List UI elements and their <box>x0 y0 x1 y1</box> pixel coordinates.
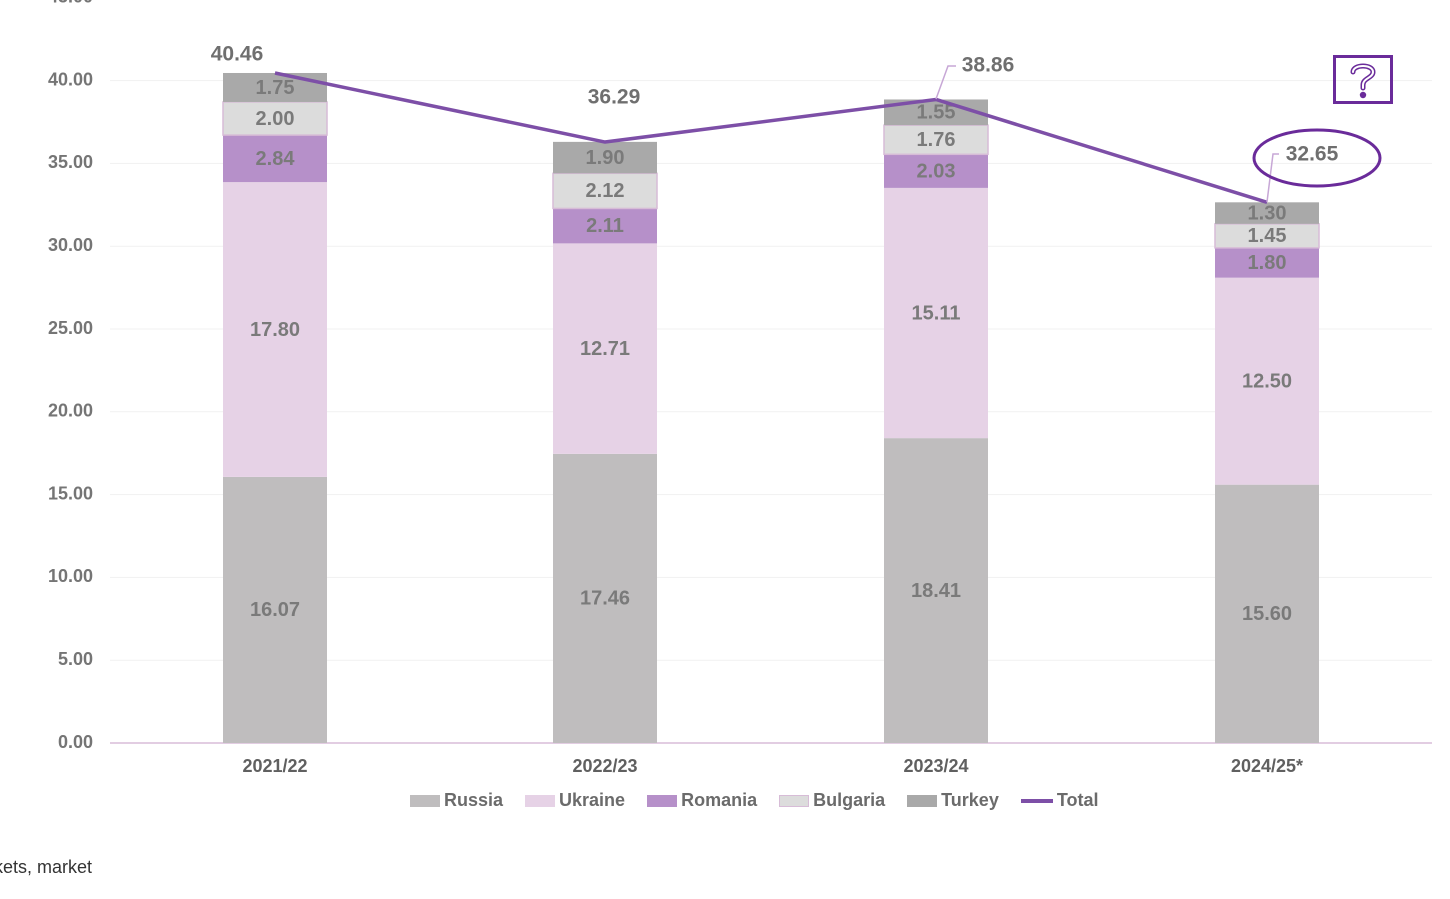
total-label: 32.65 <box>1286 143 1339 166</box>
segment-label-ukraine: 12.50 <box>1242 370 1292 392</box>
legend-item-ukraine: Ukraine <box>525 790 625 811</box>
bar-segment-romania <box>553 208 657 244</box>
legend-swatch-ukraine <box>525 794 556 807</box>
total-line <box>274 71 1268 204</box>
y-tick-label: 45.00 <box>48 0 93 7</box>
bar-segment-bulgaria <box>552 172 658 210</box>
help-button[interactable] <box>1333 55 1393 104</box>
legend-swatch-romania <box>647 794 678 807</box>
segment-label-ukraine: 15.11 <box>912 302 961 324</box>
bar-segment-romania <box>1215 247 1319 278</box>
legend-item-bulgaria: Bulgaria <box>779 790 885 811</box>
segment-label-russia: 16.07 <box>250 599 300 621</box>
total-label: 38.86 <box>962 54 1015 77</box>
legend-label-total: Total <box>1056 790 1099 810</box>
bar-segment-ukraine <box>884 187 988 439</box>
legend-label-bulgaria: Bulgaria <box>813 790 886 810</box>
segment-label-turkey: 1.30 <box>1248 202 1287 224</box>
bar-segment-turkey <box>223 72 327 102</box>
y-tick-label: 10.00 <box>48 566 93 586</box>
total-label: 36.29 <box>588 86 641 109</box>
bar-segment-ukraine <box>553 243 657 454</box>
bar-segment-bulgaria <box>883 124 989 156</box>
x-tick-label: 2023/24 <box>903 756 968 776</box>
bar-segment-turkey <box>553 141 657 174</box>
bar-segment-russia <box>1215 484 1319 743</box>
y-tick-label: 25.00 <box>48 318 93 338</box>
bar-segment-russia <box>223 476 327 743</box>
legend-swatch-bulgaria <box>779 794 810 807</box>
x-tick-label: 2021/22 <box>242 756 307 776</box>
segment-label-russia: 15.60 <box>1242 603 1292 625</box>
legend-label-romania: Romania <box>681 790 758 810</box>
segment-label-ukraine: 17.80 <box>250 319 300 341</box>
legend-label-ukraine: Ukraine <box>559 790 626 810</box>
y-tick-label: 35.00 <box>48 152 93 172</box>
segment-label-turkey: 1.90 <box>586 147 625 169</box>
segment-label-russia: 18.41 <box>911 580 961 602</box>
y-tick-label: 30.00 <box>48 235 93 255</box>
y-tick-label: 0.00 <box>58 732 93 752</box>
bar-segment-russia <box>884 438 988 743</box>
segment-label-romania: 2.03 <box>917 160 956 182</box>
legend-label-russia: Russia <box>444 790 504 810</box>
leader-line <box>935 65 956 100</box>
legend-swatch-russia <box>410 794 440 807</box>
segment-label-romania: 2.11 <box>586 215 624 237</box>
bar-segment-ukraine <box>223 182 327 477</box>
bar-segment-romania <box>223 135 327 183</box>
segment-label-turkey: 1.55 <box>917 102 956 124</box>
segment-label-romania: 2.84 <box>256 148 296 170</box>
legend-swatch-turkey <box>907 794 938 807</box>
segment-label-ukraine: 12.71 <box>580 338 630 360</box>
chart-legend: Russia Ukraine Romania Bulgaria Turkey T… <box>410 790 1121 811</box>
y-tick-label: 15.00 <box>48 483 93 503</box>
y-tick-label: 5.00 <box>58 649 93 669</box>
segment-label-bulgaria: 1.45 <box>1248 225 1287 247</box>
legend-item-romania: Romania <box>647 790 757 811</box>
bar-segment-ukraine <box>1215 277 1319 485</box>
x-tick-label: 2024/25* <box>1231 756 1303 776</box>
y-tick-label: 20.00 <box>48 401 93 421</box>
legend-item-turkey: Turkey <box>907 790 999 811</box>
footnote-text: kets, market <box>0 857 93 877</box>
legend-item-russia: Russia <box>410 790 503 811</box>
x-tick-label: 2022/23 <box>572 756 637 776</box>
segment-label-russia: 17.46 <box>580 588 630 610</box>
bar-segment-turkey <box>1215 202 1319 224</box>
leader-line <box>1266 153 1279 203</box>
legend-swatch-total <box>1020 798 1053 803</box>
highlight-ellipse <box>1252 128 1382 188</box>
legend-label-turkey: Turkey <box>941 790 999 810</box>
segment-label-bulgaria: 1.76 <box>917 129 956 151</box>
segment-label-romania: 1.80 <box>1248 252 1287 274</box>
segment-label-bulgaria: 2.00 <box>256 108 295 130</box>
y-tick-label: 40.00 <box>48 69 93 89</box>
total-label: 40.46 <box>211 43 264 66</box>
question-mark-icon <box>1350 63 1376 98</box>
legend-item-total: Total <box>1020 790 1099 811</box>
bar-segment-romania <box>884 154 988 188</box>
bar-segment-russia <box>553 453 657 743</box>
segment-label-turkey: 1.75 <box>256 77 295 99</box>
segment-label-bulgaria: 2.12 <box>586 180 625 202</box>
